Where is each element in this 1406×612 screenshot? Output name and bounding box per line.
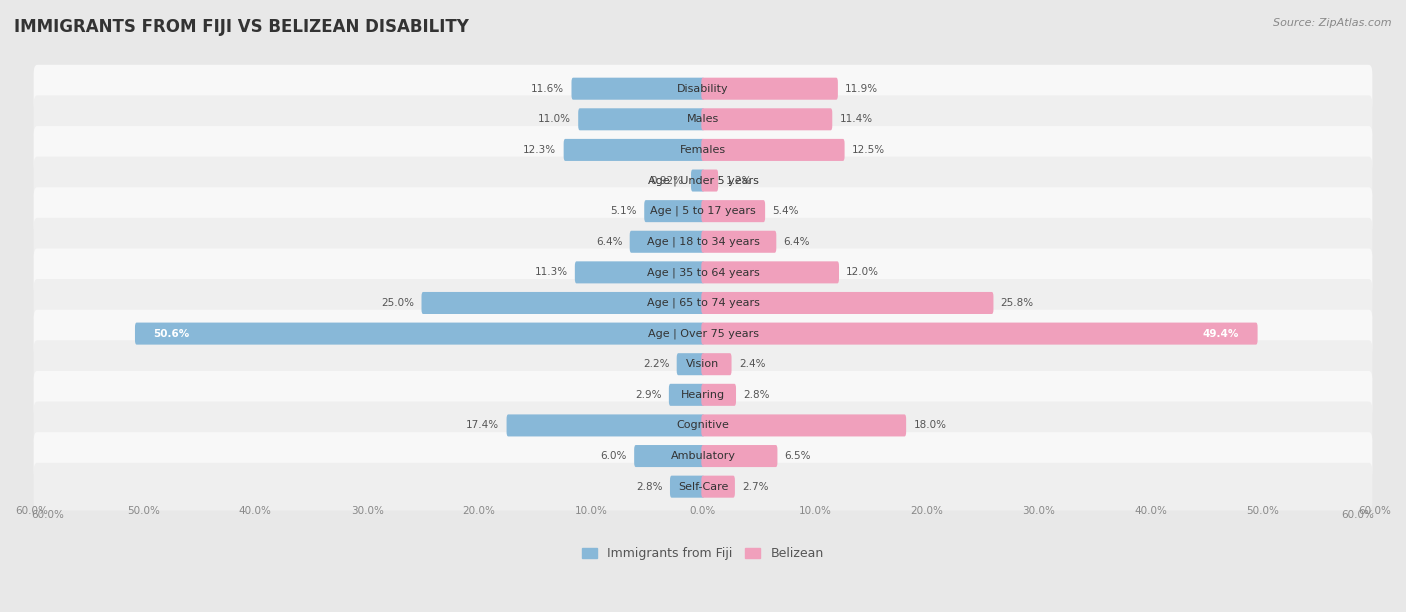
- Text: 5.4%: 5.4%: [772, 206, 799, 216]
- FancyBboxPatch shape: [702, 200, 765, 222]
- Text: IMMIGRANTS FROM FIJI VS BELIZEAN DISABILITY: IMMIGRANTS FROM FIJI VS BELIZEAN DISABIL…: [14, 18, 470, 36]
- FancyBboxPatch shape: [578, 108, 704, 130]
- Text: Age | Over 75 years: Age | Over 75 years: [648, 329, 758, 339]
- FancyBboxPatch shape: [34, 126, 1372, 174]
- Text: 60.0%: 60.0%: [31, 510, 65, 520]
- Text: 2.8%: 2.8%: [636, 482, 662, 491]
- FancyBboxPatch shape: [34, 248, 1372, 296]
- Text: 5.1%: 5.1%: [610, 206, 637, 216]
- Text: 2.4%: 2.4%: [738, 359, 765, 369]
- FancyBboxPatch shape: [34, 340, 1372, 388]
- FancyBboxPatch shape: [575, 261, 704, 283]
- Text: 2.9%: 2.9%: [636, 390, 662, 400]
- FancyBboxPatch shape: [702, 261, 839, 283]
- FancyBboxPatch shape: [702, 476, 735, 498]
- FancyBboxPatch shape: [690, 170, 704, 192]
- Text: 6.4%: 6.4%: [783, 237, 810, 247]
- FancyBboxPatch shape: [506, 414, 704, 436]
- FancyBboxPatch shape: [702, 292, 994, 314]
- FancyBboxPatch shape: [34, 310, 1372, 357]
- FancyBboxPatch shape: [630, 231, 704, 253]
- Text: 12.5%: 12.5%: [852, 145, 884, 155]
- Text: 12.3%: 12.3%: [523, 145, 557, 155]
- FancyBboxPatch shape: [34, 187, 1372, 235]
- FancyBboxPatch shape: [34, 371, 1372, 419]
- Text: Age | Under 5 years: Age | Under 5 years: [648, 175, 758, 186]
- Text: 0.92%: 0.92%: [651, 176, 683, 185]
- FancyBboxPatch shape: [34, 95, 1372, 143]
- Text: Vision: Vision: [686, 359, 720, 369]
- Text: 6.4%: 6.4%: [596, 237, 623, 247]
- FancyBboxPatch shape: [644, 200, 704, 222]
- Text: Age | 35 to 64 years: Age | 35 to 64 years: [647, 267, 759, 278]
- Text: Age | 65 to 74 years: Age | 65 to 74 years: [647, 297, 759, 308]
- FancyBboxPatch shape: [422, 292, 704, 314]
- Text: 1.2%: 1.2%: [725, 176, 752, 185]
- FancyBboxPatch shape: [571, 78, 704, 100]
- FancyBboxPatch shape: [702, 353, 731, 375]
- Text: Cognitive: Cognitive: [676, 420, 730, 430]
- Text: 11.6%: 11.6%: [531, 84, 564, 94]
- FancyBboxPatch shape: [135, 323, 704, 345]
- Text: 11.4%: 11.4%: [839, 114, 873, 124]
- Text: 25.0%: 25.0%: [381, 298, 415, 308]
- FancyBboxPatch shape: [702, 414, 905, 436]
- Text: 6.0%: 6.0%: [600, 451, 627, 461]
- FancyBboxPatch shape: [34, 279, 1372, 327]
- FancyBboxPatch shape: [702, 231, 776, 253]
- Text: Age | 18 to 34 years: Age | 18 to 34 years: [647, 236, 759, 247]
- FancyBboxPatch shape: [669, 384, 704, 406]
- FancyBboxPatch shape: [702, 384, 735, 406]
- Text: 6.5%: 6.5%: [785, 451, 811, 461]
- FancyBboxPatch shape: [702, 170, 718, 192]
- FancyBboxPatch shape: [634, 445, 704, 467]
- FancyBboxPatch shape: [34, 432, 1372, 480]
- Text: 2.8%: 2.8%: [744, 390, 770, 400]
- Text: 25.8%: 25.8%: [1001, 298, 1033, 308]
- Text: 11.3%: 11.3%: [534, 267, 568, 277]
- FancyBboxPatch shape: [34, 401, 1372, 449]
- Text: Disability: Disability: [678, 84, 728, 94]
- Text: Self-Care: Self-Care: [678, 482, 728, 491]
- Text: Age | 5 to 17 years: Age | 5 to 17 years: [650, 206, 756, 217]
- FancyBboxPatch shape: [564, 139, 704, 161]
- Text: Ambulatory: Ambulatory: [671, 451, 735, 461]
- FancyBboxPatch shape: [702, 445, 778, 467]
- Text: Males: Males: [688, 114, 718, 124]
- FancyBboxPatch shape: [676, 353, 704, 375]
- Text: 11.0%: 11.0%: [538, 114, 571, 124]
- Text: Source: ZipAtlas.com: Source: ZipAtlas.com: [1274, 18, 1392, 28]
- Legend: Immigrants from Fiji, Belizean: Immigrants from Fiji, Belizean: [582, 547, 824, 560]
- Text: 50.6%: 50.6%: [153, 329, 190, 338]
- FancyBboxPatch shape: [702, 108, 832, 130]
- Text: 2.2%: 2.2%: [643, 359, 669, 369]
- Text: 17.4%: 17.4%: [467, 420, 499, 430]
- Text: 2.7%: 2.7%: [742, 482, 769, 491]
- Text: Females: Females: [681, 145, 725, 155]
- Text: Hearing: Hearing: [681, 390, 725, 400]
- FancyBboxPatch shape: [671, 476, 704, 498]
- Text: 18.0%: 18.0%: [914, 420, 946, 430]
- FancyBboxPatch shape: [34, 157, 1372, 204]
- FancyBboxPatch shape: [702, 78, 838, 100]
- FancyBboxPatch shape: [702, 139, 845, 161]
- FancyBboxPatch shape: [34, 218, 1372, 266]
- Text: 60.0%: 60.0%: [1341, 510, 1375, 520]
- Text: 11.9%: 11.9%: [845, 84, 879, 94]
- FancyBboxPatch shape: [34, 463, 1372, 510]
- FancyBboxPatch shape: [34, 65, 1372, 113]
- Text: 12.0%: 12.0%: [846, 267, 879, 277]
- Text: 49.4%: 49.4%: [1202, 329, 1239, 338]
- FancyBboxPatch shape: [702, 323, 1257, 345]
